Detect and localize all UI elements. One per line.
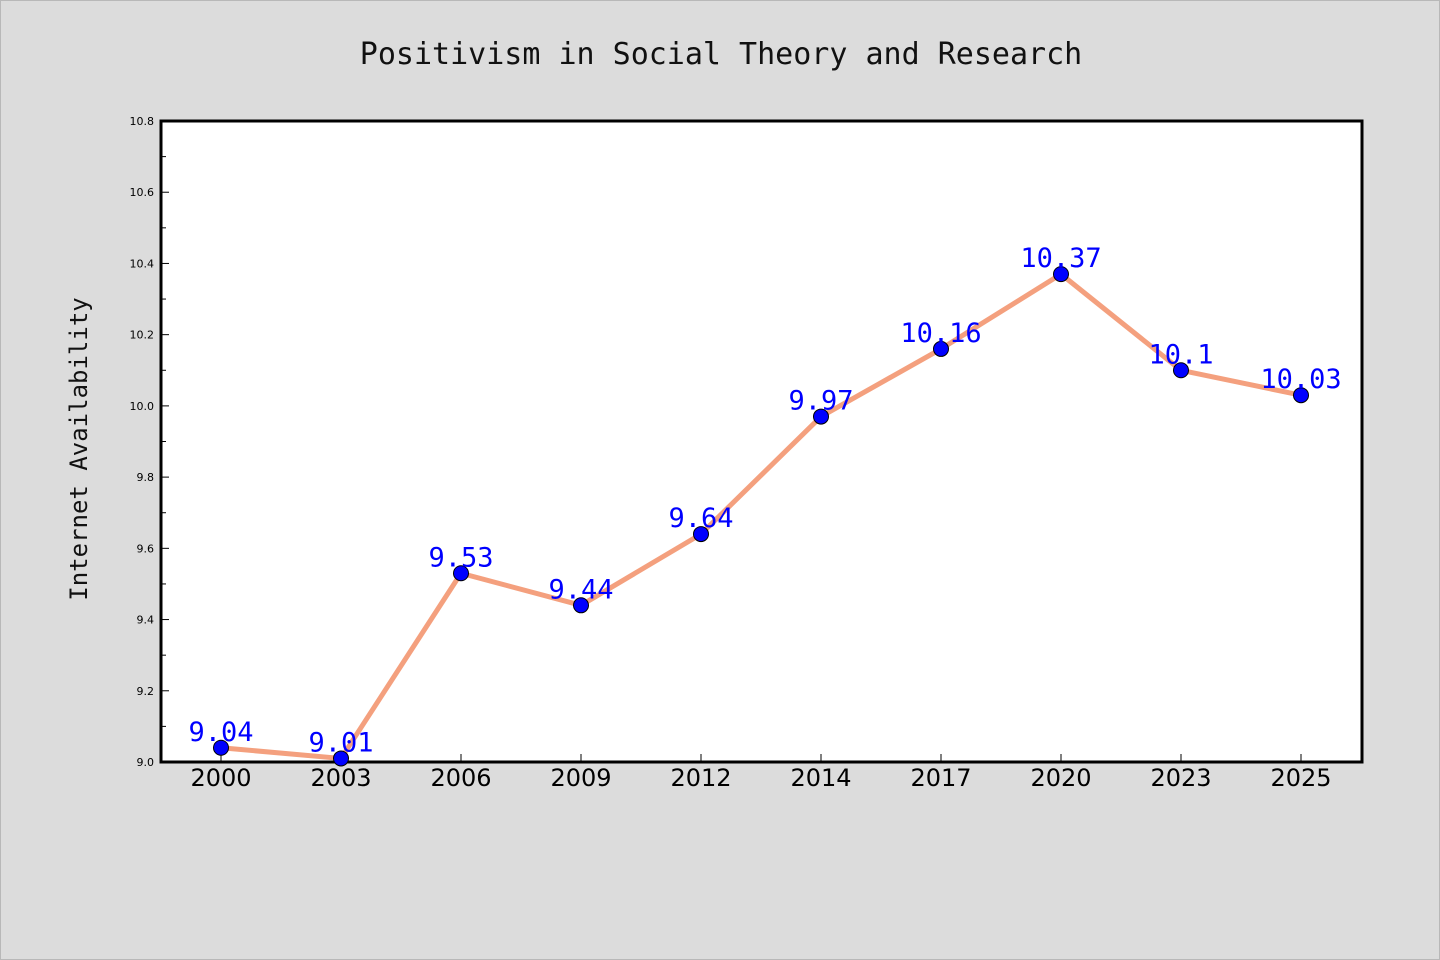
data-label: 10.37 (1020, 243, 1101, 274)
y-tick-label: 9.2 (137, 685, 155, 698)
y-tick-label: 9.8 (137, 471, 155, 484)
x-tick-label: 2012 (670, 764, 731, 792)
data-point (1173, 362, 1189, 379)
y-tick-label: 10.0 (130, 400, 155, 413)
chart-title: Positivism in Social Theory and Research (360, 37, 1082, 72)
data-point (573, 597, 589, 614)
data-point (813, 408, 829, 425)
data-label: 9.97 (788, 386, 853, 417)
series-line (218, 271, 1304, 761)
data-label: 10.16 (900, 318, 981, 349)
y-tick-label: 10.6 (130, 186, 155, 199)
series-line-group (218, 271, 1304, 761)
y-axis: 9.0 9.2 9.4 9.6 9.8 10.0 10.2 10.4 10.6 10.8 (130, 115, 169, 769)
data-markers (213, 266, 1309, 767)
x-tick-label: 2006 (430, 764, 491, 792)
x-tick-label: 2025 (1270, 764, 1331, 792)
data-label: 9.53 (428, 542, 493, 573)
data-point (1053, 266, 1069, 283)
data-point (933, 340, 949, 357)
plot-area (159, 119, 1364, 764)
data-point (453, 565, 469, 582)
x-tick-label: 2000 (190, 764, 251, 792)
y-tick-label: 9.4 (137, 614, 155, 627)
y-tick-label: 10.4 (130, 257, 155, 270)
x-axis: 2000 2003 2006 2009 2012 2014 2017 2020 2023 2025 (190, 754, 1332, 792)
data-point (213, 739, 229, 756)
x-tick-label: 2017 (910, 764, 971, 792)
data-label: 9.01 (308, 727, 373, 758)
data-labels: 9.04 9.01 9.53 9.44 9.64 9.97 10.16 10.37 10.1 10… (188, 243, 1341, 758)
x-tick-label: 2003 (310, 764, 371, 792)
data-point (693, 526, 709, 543)
y-tick-label: 9.6 (137, 542, 155, 555)
data-label: 9.04 (188, 717, 253, 748)
y-tick-label: 10.8 (130, 115, 155, 128)
x-tick-label: 2009 (550, 764, 611, 792)
x-tick-label: 2020 (1030, 764, 1091, 792)
x-tick-label: 2014 (790, 764, 851, 792)
data-label: 9.64 (668, 503, 733, 534)
data-point (1293, 387, 1309, 404)
x-tick-label: 2023 (1150, 764, 1211, 792)
data-label: 10.03 (1260, 364, 1341, 395)
y-axis-label: Internet Availability (65, 297, 93, 600)
data-label: 10.1 (1148, 339, 1213, 370)
y-tick-label: 10.2 (130, 329, 155, 342)
data-point (333, 750, 349, 767)
y-tick-label: 9.0 (137, 756, 155, 769)
data-label: 9.44 (548, 574, 613, 605)
